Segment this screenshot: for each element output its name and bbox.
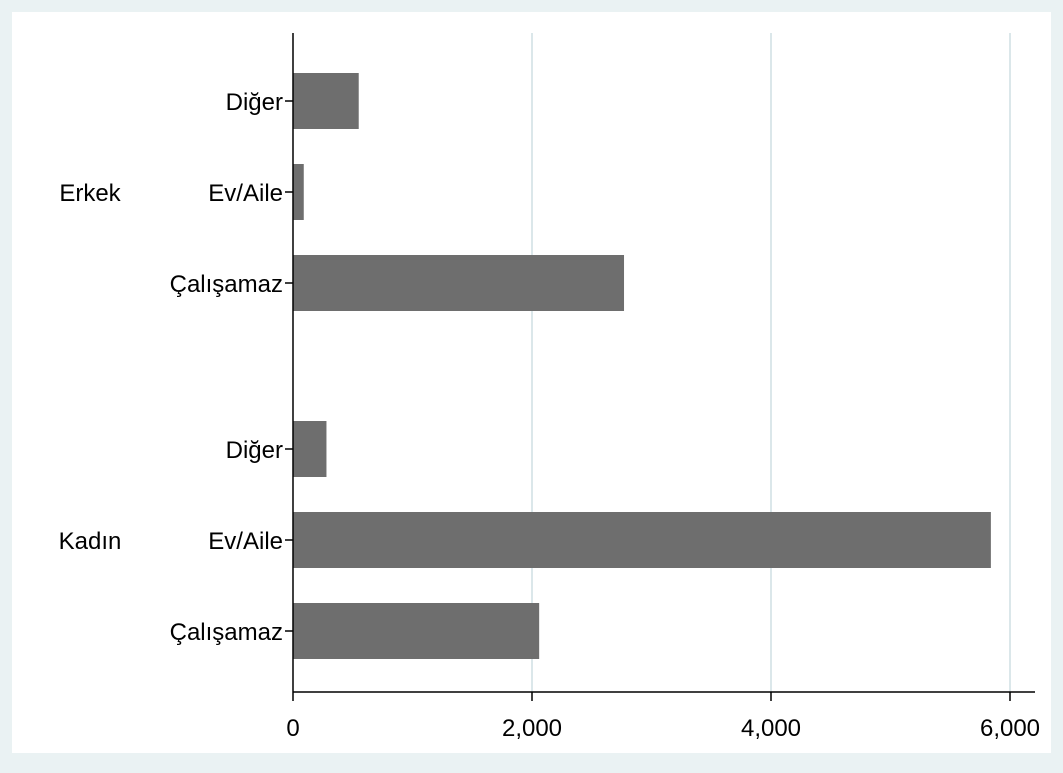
category-labels: Diğer Ev/Aile Çalışamaz Diğer Ev/Aile Çalışam… <box>170 89 293 646</box>
group-label: Kadın <box>59 528 122 555</box>
bar <box>293 164 304 220</box>
bar <box>293 73 359 129</box>
category-label: Ev/Aile <box>208 180 283 207</box>
category-label: Ev/Aile <box>208 528 283 555</box>
group-labels: Erkek Kadın <box>59 180 122 555</box>
group-label: Erkek <box>59 180 121 207</box>
category-label: Diğer <box>226 437 283 464</box>
gridlines <box>531 33 1011 692</box>
bar <box>293 603 540 659</box>
bar <box>293 421 327 477</box>
x-tick-label: 2,000 <box>502 715 562 742</box>
category-label: Diğer <box>226 89 283 116</box>
x-tick-label: 0 <box>286 715 299 742</box>
x-axis-ticks: 0 2,000 4,000 6,000 <box>286 692 1040 742</box>
bars <box>293 73 991 659</box>
category-label: Çalışamaz <box>170 271 283 298</box>
x-tick-label: 6,000 <box>980 715 1040 742</box>
category-label: Çalışamaz <box>170 619 283 646</box>
bar <box>293 512 991 568</box>
bar <box>293 255 625 311</box>
x-tick-label: 4,000 <box>741 715 801 742</box>
